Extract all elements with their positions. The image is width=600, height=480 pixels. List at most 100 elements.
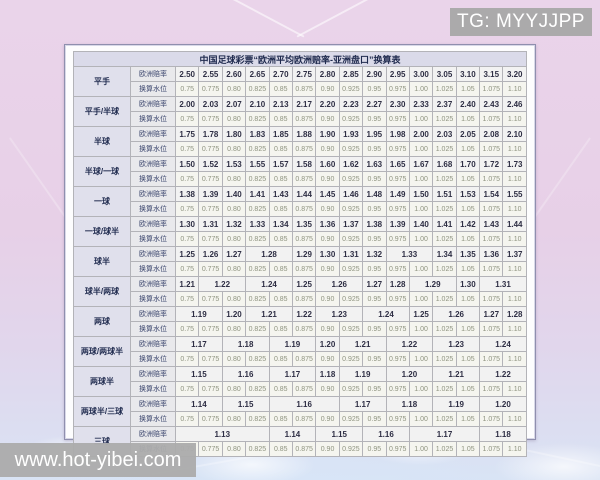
water-cell: 1.10	[502, 411, 527, 427]
water-cell: 0.775	[198, 321, 223, 337]
water-cell: 0.90	[315, 351, 340, 367]
odds-cell: 1.45	[315, 186, 340, 202]
odds-cell: 1.35	[455, 246, 481, 262]
water-cell: 0.75	[174, 171, 200, 187]
handicap-label: 两球/两球半	[73, 336, 131, 367]
handicap-label: 球半/两球	[73, 276, 131, 307]
odds-cell: 1.33	[385, 246, 434, 262]
odds-cell: 1.36	[315, 216, 340, 232]
odds-cell: 1.39	[385, 216, 410, 232]
handicap-label: 球半	[73, 246, 131, 277]
water-cell: 0.875	[291, 291, 317, 307]
water-cell: 0.775	[198, 231, 223, 247]
water-cell: 1.025	[432, 141, 457, 157]
odds-cell: 1.18	[315, 366, 340, 382]
odds-cell: 1.16	[221, 366, 270, 382]
water-cell: 0.95	[362, 441, 387, 457]
water-cell: 1.05	[455, 81, 481, 97]
handicap-label: 两球	[73, 306, 131, 337]
odds-cell: 1.17	[268, 366, 317, 382]
odds-cell: 1.58	[291, 156, 317, 172]
water-cell: 1.075	[479, 321, 504, 337]
handicap-label: 半球	[73, 126, 131, 157]
odds-cell: 1.55	[502, 186, 527, 202]
odds-cell: 1.19	[268, 336, 317, 352]
odds-cell: 1.15	[221, 396, 270, 412]
water-cell: 1.00	[408, 111, 434, 127]
water-cell: 0.90	[315, 81, 340, 97]
water-cell: 0.975	[385, 141, 410, 157]
odds-cell: 2.65	[245, 66, 270, 82]
odds-cell: 2.00	[174, 96, 200, 112]
water-cell: 1.075	[479, 411, 504, 427]
odds-cell: 2.03	[198, 96, 223, 112]
water-cell: 0.80	[221, 111, 247, 127]
odds-row: 两球 欧洲赔率 1.19 1.20 1.21 1.22 1.23 1.24 1.25 1.26 1.…	[73, 306, 527, 337]
odds-cell: 2.07	[221, 96, 247, 112]
odds-cell: 1.28	[245, 246, 293, 262]
water-cell: 1.00	[408, 411, 434, 427]
odds-cell: 1.40	[221, 186, 247, 202]
water-cell: 1.05	[455, 351, 481, 367]
water-cell: 1.05	[455, 291, 481, 307]
odds-cell: 2.46	[502, 96, 527, 112]
odds-cell: 1.21	[245, 306, 293, 322]
water-cell: 0.775	[198, 381, 223, 397]
odds-subrow-label: 欧洲赔率	[130, 126, 176, 142]
odds-subrow-label: 欧洲赔率	[130, 366, 176, 382]
odds-conversion-table: 中国足球彩票“欧洲平均欧洲赔率-亚洲盘口”换算表 平手 欧洲赔率 2.50 2.55 2.…	[73, 51, 527, 457]
water-cell: 0.95	[362, 321, 387, 337]
water-cell: 1.10	[502, 261, 527, 277]
water-cell: 0.85	[268, 441, 293, 457]
odds-cell: 1.57	[268, 156, 293, 172]
odds-cell: 2.33	[408, 96, 434, 112]
water-cell: 0.75	[174, 201, 200, 217]
odds-cell: 2.85	[338, 66, 364, 82]
odds-cell: 1.31	[198, 216, 223, 232]
odds-cell: 1.28	[502, 306, 527, 322]
water-subrow-label: 换算水位	[130, 111, 176, 127]
envelope-fold-line	[229, 0, 305, 38]
odds-cell: 1.83	[245, 126, 270, 142]
handicap-label: 平手/半球	[73, 96, 131, 127]
handicap-label: 半球/一球	[73, 156, 131, 187]
odds-subrow-label: 欧洲赔率	[130, 96, 176, 112]
odds-cell: 1.18	[479, 426, 527, 442]
water-cell: 0.875	[291, 261, 317, 277]
water-cell: 0.95	[362, 171, 387, 187]
odds-row: 平手/半球 欧洲赔率 2.00 2.03 2.07 2.10 2.13 2.17 2.20 2.2…	[73, 96, 527, 127]
water-cell: 0.80	[221, 291, 247, 307]
odds-cell: 1.26	[315, 276, 364, 292]
odds-cell: 1.18	[385, 396, 434, 412]
water-cell: 0.925	[338, 201, 364, 217]
odds-cell: 1.15	[175, 366, 223, 382]
water-cell: 0.75	[174, 111, 200, 127]
water-cell: 0.80	[221, 411, 247, 427]
water-cell: 0.975	[385, 381, 410, 397]
odds-cell: 1.78	[198, 126, 223, 142]
odds-cell: 1.44	[291, 186, 317, 202]
odds-cell: 2.03	[432, 126, 457, 142]
water-cell: 0.825	[245, 411, 270, 427]
odds-cell: 1.26	[198, 246, 223, 262]
water-cell: 1.025	[432, 111, 457, 127]
water-cell: 0.95	[362, 381, 387, 397]
water-subrow-label: 换算水位	[130, 381, 176, 397]
water-cell: 0.85	[268, 261, 293, 277]
water-cell: 0.95	[362, 261, 387, 277]
odds-cell: 1.22	[291, 306, 317, 322]
water-cell: 1.075	[479, 381, 504, 397]
odds-cell: 1.34	[268, 216, 293, 232]
water-cell: 0.875	[291, 321, 317, 337]
water-cell: 0.875	[291, 171, 317, 187]
water-cell: 1.025	[432, 321, 457, 337]
odds-cell: 1.62	[338, 156, 364, 172]
odds-row: 三球 欧洲赔率 1.13 1.14 1.15 1.16 1.17 1.18	[73, 426, 527, 457]
water-cell: 1.10	[502, 231, 527, 247]
water-cell: 0.925	[338, 261, 364, 277]
odds-cell: 1.44	[502, 216, 527, 232]
